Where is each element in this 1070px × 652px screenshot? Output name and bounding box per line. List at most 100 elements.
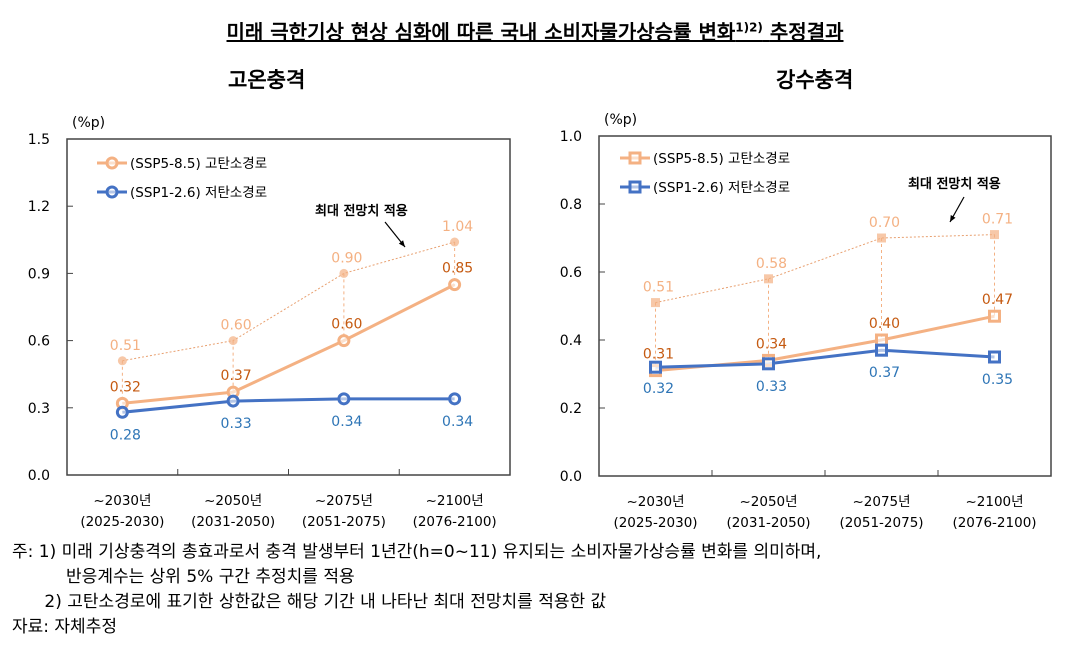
max-point	[651, 298, 660, 308]
high-point	[875, 333, 888, 347]
note-1-cont: 반응계수는 상위 5% 구간 추정치를 적용	[12, 567, 355, 587]
chart-title-rain: 강수충격	[776, 68, 854, 92]
legend-label: (SSP5-8.5) 고탄소경로	[130, 156, 267, 172]
y-tick-label: 0.8	[560, 197, 582, 213]
low-data-label: 0.35	[982, 372, 1013, 388]
low-data-label: 0.28	[110, 427, 141, 443]
high-point	[337, 334, 351, 348]
x-tick-range: (2025-2030)	[80, 514, 164, 530]
y-tick-label: 0.2	[560, 401, 582, 417]
y-tick-label: 0.9	[28, 266, 50, 282]
x-tick-range: (2031-2050)	[191, 514, 275, 530]
x-tick-label: ~2075년	[852, 494, 910, 510]
legend-marker	[628, 180, 642, 194]
low-point	[226, 394, 240, 408]
legend-label: (SSP5-8.5) 고탄소경로	[653, 151, 790, 167]
y-tick-label: 1.5	[28, 132, 50, 148]
high-data-label: 0.47	[982, 292, 1013, 308]
x-tick-label: ~2075년	[315, 493, 373, 509]
arrow-head	[950, 215, 956, 222]
max-data-label: 1.04	[442, 219, 473, 235]
y-tick-label: 0.6	[28, 334, 50, 350]
low-data-label: 0.33	[756, 379, 787, 395]
max-data-label: 0.71	[982, 212, 1013, 228]
max-point	[450, 237, 460, 247]
y-tick-label: 0.6	[560, 265, 582, 281]
high-data-label: 0.31	[643, 347, 674, 363]
high-data-label: 0.32	[110, 379, 141, 395]
low-point	[337, 392, 351, 406]
high-data-label: 0.34	[756, 336, 787, 352]
y-tick-label: 0.0	[28, 468, 50, 484]
annotation-max-forecast: 최대 전망치 적용	[315, 203, 408, 219]
max-series-line	[122, 241, 455, 362]
notes: 주: 1) 미래 기상충격의 총효과로서 충격 발생부터 1년간(h=0~11)…	[12, 540, 821, 640]
chart-title-heat: 고온충격	[228, 68, 306, 92]
x-tick-range: (2076-2100)	[413, 514, 497, 530]
legend-marker	[105, 156, 119, 170]
x-tick-label: ~2100년	[426, 493, 484, 509]
x-tick-range: (2051-2075)	[302, 514, 386, 530]
x-tick-range: (2076-2100)	[952, 515, 1036, 531]
max-data-label: 0.90	[331, 250, 362, 266]
max-data-label: 0.60	[221, 318, 252, 334]
high-series-line	[655, 314, 995, 373]
x-tick-label: ~2030년	[93, 493, 151, 509]
legend-label: (SSP1-2.6) 저탄소경로	[130, 185, 267, 201]
max-point	[339, 268, 349, 278]
y-tick-label: 0.3	[28, 401, 50, 417]
low-point	[762, 357, 775, 371]
low-data-label: 0.37	[869, 365, 900, 381]
x-tick-label: ~2050년	[739, 494, 797, 510]
low-data-label: 0.32	[643, 381, 674, 397]
max-series-line	[655, 234, 995, 304]
max-data-label: 0.51	[110, 338, 141, 354]
low-point	[988, 350, 1001, 364]
source: 자료: 자체추정	[12, 617, 117, 637]
high-data-label: 0.40	[869, 316, 900, 332]
max-point	[228, 336, 238, 346]
high-point	[448, 278, 462, 292]
note-2: 2) 고탄소경로에 표기한 상한값은 해당 기간 내 나타난 최대 전망치를 적…	[12, 592, 607, 612]
y-axis-unit: (%p)	[604, 112, 637, 128]
y-tick-label: 0.4	[560, 333, 582, 349]
x-tick-label: ~2100년	[965, 494, 1023, 510]
max-data-label: 0.51	[643, 280, 674, 296]
x-tick-label: ~2030년	[626, 494, 684, 510]
max-data-label: 0.58	[756, 256, 787, 272]
legend-label: (SSP1-2.6) 저탄소경로	[653, 180, 790, 196]
x-tick-range: (2025-2030)	[613, 515, 697, 531]
low-point	[448, 392, 462, 406]
x-tick-label: ~2050년	[204, 493, 262, 509]
max-point	[117, 356, 127, 366]
legend-marker	[628, 151, 642, 165]
y-tick-label: 0.0	[560, 469, 582, 485]
max-point	[877, 233, 886, 243]
max-data-label: 0.70	[869, 215, 900, 231]
y-tick-label: 1.0	[560, 129, 582, 145]
arrow-head	[398, 240, 405, 247]
low-data-label: 0.34	[331, 414, 362, 430]
x-tick-range: (2031-2050)	[726, 515, 810, 531]
low-point	[875, 343, 888, 357]
max-point	[764, 274, 773, 284]
y-axis-unit: (%p)	[72, 115, 105, 131]
legend-marker	[105, 185, 119, 199]
high-series-line	[122, 283, 456, 405]
low-point	[115, 405, 129, 419]
y-tick-label: 1.2	[28, 199, 50, 215]
high-data-label: 0.85	[442, 261, 473, 277]
note-1: 주: 1) 미래 기상충격의 총효과로서 충격 발생부터 1년간(h=0~11)…	[12, 542, 822, 562]
max-point	[990, 230, 999, 240]
high-point	[988, 309, 1001, 323]
low-series-line	[122, 397, 455, 414]
low-series-line	[655, 348, 995, 369]
figure-title: 미래 극한기상 현상 심화에 따른 국내 소비자물가상승률 변화1)2) 추정결…	[226, 20, 844, 44]
low-data-label: 0.34	[442, 414, 473, 430]
x-tick-range: (2051-2075)	[839, 515, 923, 531]
annotation-max-forecast: 최대 전망치 적용	[908, 176, 1001, 192]
high-data-label: 0.60	[331, 317, 362, 333]
low-point	[649, 360, 662, 374]
high-data-label: 0.37	[221, 368, 252, 384]
